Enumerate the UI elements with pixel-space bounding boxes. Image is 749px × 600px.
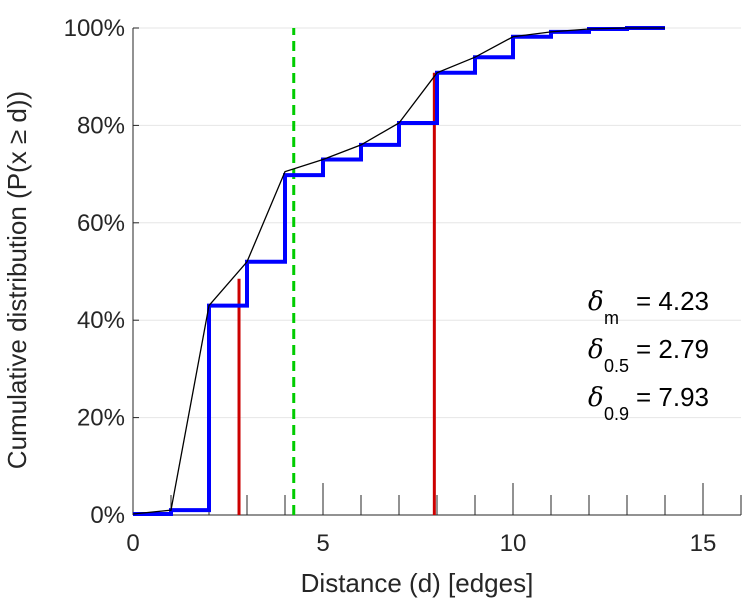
- y-tick-label: 80%: [77, 112, 125, 139]
- annotation-symbol: δ: [588, 335, 604, 365]
- y-tick-label: 40%: [77, 307, 125, 334]
- x-tick-label: 5: [316, 530, 329, 557]
- y-tick-label: 0%: [90, 502, 125, 529]
- x-axis-title: Distance (d) [edges]: [301, 568, 534, 598]
- y-tick-label: 60%: [77, 210, 125, 237]
- y-axis-title: Cumulative distribution (P(x ≥ d)): [2, 91, 32, 469]
- annotation-value: = 7.93: [636, 382, 709, 412]
- cdf-step-series: [133, 26, 665, 517]
- annotation-value: = 2.79: [636, 334, 709, 364]
- annotation-subscript: m: [604, 308, 619, 328]
- series-group: [132, 26, 665, 517]
- axes: 0% 20% 40% 60% 80% 100% 0 5 10 15: [64, 15, 742, 557]
- annotation-subscript: 0.9: [604, 404, 629, 424]
- annotation-symbol: δ: [588, 287, 604, 317]
- annotation-subscript: 0.5: [604, 356, 629, 376]
- y-tick-label: 20%: [77, 405, 125, 432]
- annotation-symbol: δ: [588, 383, 604, 413]
- x-tick-label: 10: [500, 530, 527, 557]
- vertical-markers: [237, 28, 436, 515]
- y-tick-label: 100%: [64, 15, 125, 42]
- cdf-interpolated-series: [132, 27, 665, 515]
- annotation-value: = 4.23: [636, 286, 709, 316]
- x-tick-label: 15: [690, 530, 717, 557]
- x-tick-label: 0: [126, 530, 139, 557]
